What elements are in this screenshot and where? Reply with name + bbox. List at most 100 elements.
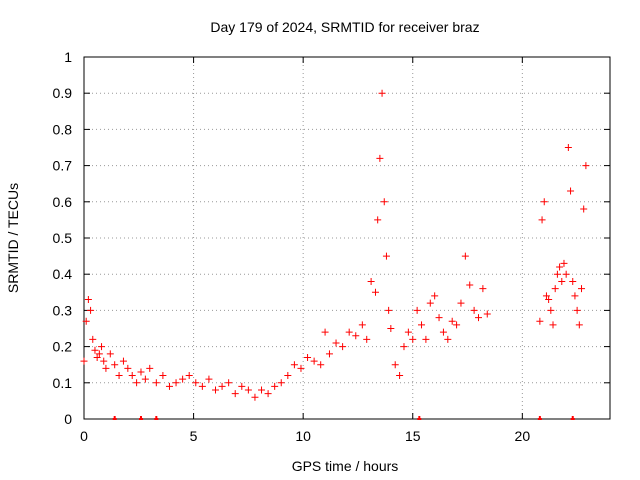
data-point [382,252,390,260]
data-point [231,390,239,398]
y-axis-title: SRMTID / TECUs [5,183,21,293]
data-point [212,386,219,394]
data-point [137,368,145,376]
gap-marker [537,416,542,420]
data-point [225,379,233,387]
data-point [146,364,154,372]
grid-lines [84,57,610,419]
data-point [297,364,305,372]
y-tick-label: 1 [64,49,72,65]
gap-marker [417,416,422,420]
data-point [426,299,434,307]
data-point [284,372,292,380]
data-point [192,379,200,387]
data-point [582,162,590,170]
data-point [575,321,583,329]
data-point [115,372,123,380]
y-axis-ticks: 0 0.1 0.2 0.3 0.4 0.5 0.6 0.7 0.8 0.9 1 [53,49,610,427]
y-tick-label: 0.6 [53,194,73,210]
data-point [422,335,430,343]
data-point [549,321,557,329]
data-point [418,321,426,329]
data-point [538,216,546,224]
data-point [461,252,469,260]
data-point [332,339,340,347]
data-point [141,375,149,383]
data-point [205,375,213,383]
data-point [100,357,108,365]
data-point [152,379,160,387]
data-point [580,205,588,213]
data-point [547,306,555,314]
data-point [290,361,298,369]
data-point [80,357,88,365]
data-point [218,382,226,390]
data-point [244,386,252,394]
data-point [536,317,544,325]
data-point [98,343,106,351]
x-tick-label: 0 [80,428,88,444]
data-point [111,361,119,369]
data-point [124,364,132,372]
x-tick-label: 5 [190,428,198,444]
data-point [409,335,417,343]
data-point [573,306,581,314]
data-point [542,292,550,300]
data-point [374,216,382,224]
data-point [91,346,99,354]
data-point [363,335,371,343]
data-point [457,299,465,307]
x-tick-label: 10 [295,428,311,444]
data-point [558,277,566,285]
x-tick-label: 15 [405,428,421,444]
y-tick-label: 0 [64,411,72,427]
x-axis-ticks: 0 5 10 15 20 [80,57,530,444]
data-point [367,277,375,285]
data-point [325,350,333,358]
data-point [578,285,586,293]
data-point [567,187,575,195]
y-tick-label: 0.9 [53,85,73,101]
data-point [387,325,395,332]
data-point [376,154,384,162]
data-point [238,382,246,390]
data-point [439,328,447,336]
gap-markers [112,416,575,420]
data-point [413,306,421,314]
data-point [119,357,127,365]
data-point [89,335,97,343]
data-point [352,332,360,340]
data-point [551,285,559,293]
data-point [444,335,452,343]
data-point [317,361,325,369]
data-point [251,393,259,401]
data-points [80,89,590,401]
y-tick-label: 0.1 [53,375,73,391]
data-point [339,343,347,351]
data-point [179,375,187,383]
data-point [470,306,478,314]
data-point [404,328,412,336]
data-point [391,361,399,369]
data-point [556,263,564,271]
data-point [87,306,95,314]
data-point [560,259,568,267]
data-point [93,353,101,361]
data-point [545,296,553,304]
y-tick-label: 0.8 [53,121,73,137]
data-point [371,288,379,296]
data-point [133,379,141,387]
plot-frame [83,56,611,420]
data-point [185,372,193,380]
data-point [102,364,110,372]
x-tick-label: 20 [515,428,531,444]
data-point [321,328,329,336]
data-point [106,350,114,358]
data-point [385,306,393,314]
y-tick-label: 0.2 [53,339,73,355]
y-tick-label: 0.4 [53,266,73,282]
data-point [483,310,491,318]
data-point [453,321,461,329]
data-point [358,321,366,329]
